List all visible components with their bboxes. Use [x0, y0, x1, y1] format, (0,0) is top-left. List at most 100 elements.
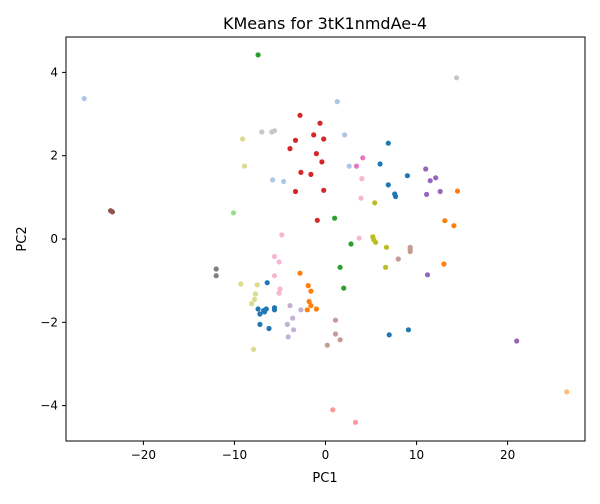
y-tick-label: −4 — [40, 399, 58, 413]
y-tick-label: 4 — [50, 65, 58, 79]
data-point — [337, 264, 343, 270]
data-point — [441, 261, 447, 267]
data-point — [321, 187, 327, 193]
data-point — [249, 301, 255, 307]
data-point — [213, 273, 219, 279]
data-point — [332, 215, 338, 221]
data-point — [319, 159, 325, 165]
data-point — [313, 151, 319, 157]
data-point — [285, 334, 291, 340]
y-tick-label: −2 — [40, 315, 58, 329]
x-tick-label: −20 — [131, 448, 156, 462]
data-point — [251, 296, 258, 302]
data-point — [271, 273, 278, 279]
data-point — [372, 200, 378, 206]
points-layer — [81, 52, 570, 425]
data-point — [276, 259, 282, 265]
data-point — [261, 309, 268, 315]
data-point — [230, 210, 237, 216]
data-point — [454, 188, 461, 194]
data-point — [356, 235, 362, 241]
data-point — [287, 303, 293, 309]
x-tick-label: 10 — [409, 448, 424, 462]
data-point — [287, 146, 293, 152]
data-point — [442, 218, 448, 224]
data-point — [238, 281, 244, 287]
data-point — [433, 175, 439, 181]
data-point — [334, 99, 340, 105]
data-point — [341, 285, 347, 291]
data-point — [297, 112, 303, 118]
data-point — [292, 188, 299, 195]
y-tick-label: 0 — [50, 232, 58, 246]
data-point — [332, 331, 339, 337]
data-point — [313, 306, 319, 312]
data-point — [454, 75, 460, 81]
data-point — [304, 307, 310, 313]
chart-title: KMeans for 3tK1nmdAe-4 — [223, 14, 427, 33]
x-axis-label: PC1 — [312, 471, 337, 486]
data-point — [405, 327, 411, 333]
data-point — [424, 272, 431, 278]
data-point — [332, 317, 339, 323]
data-point — [383, 244, 390, 250]
data-point — [251, 346, 257, 352]
data-point — [393, 193, 399, 200]
data-point — [308, 171, 314, 177]
data-point — [423, 166, 429, 172]
data-point — [317, 120, 323, 126]
data-point — [255, 306, 261, 312]
data-point — [352, 419, 359, 425]
data-point — [252, 291, 258, 297]
data-point — [383, 264, 389, 270]
data-point — [266, 325, 272, 332]
data-point — [213, 266, 219, 272]
data-point — [324, 342, 330, 348]
data-point — [437, 188, 443, 195]
data-point — [276, 290, 282, 296]
data-point — [270, 177, 276, 183]
data-point — [257, 321, 263, 327]
x-tick-label: 20 — [500, 448, 515, 462]
data-point — [305, 283, 311, 289]
data-point — [259, 129, 265, 135]
data-point — [386, 332, 392, 338]
data-point — [314, 217, 320, 223]
data-point — [407, 248, 413, 255]
data-point — [306, 298, 312, 305]
data-point — [373, 239, 379, 245]
data-point — [377, 161, 383, 167]
data-point — [385, 182, 391, 188]
data-point — [308, 288, 314, 294]
data-point — [385, 140, 391, 146]
y-axis: −4 −2 0 2 4 — [40, 65, 66, 413]
data-point — [353, 163, 360, 169]
data-point — [395, 256, 401, 262]
x-axis: −20 −10 0 10 20 — [131, 441, 515, 462]
data-point — [254, 282, 260, 288]
data-point — [451, 223, 457, 229]
data-point — [277, 286, 283, 292]
data-point — [271, 128, 278, 134]
data-point — [290, 315, 296, 321]
data-point — [81, 96, 87, 102]
data-point — [359, 176, 365, 182]
x-tick-label: −10 — [222, 448, 247, 462]
data-point — [109, 209, 115, 215]
data-point — [281, 178, 287, 185]
data-point — [279, 232, 285, 238]
data-point — [291, 327, 297, 333]
data-point — [311, 132, 317, 138]
data-point — [271, 253, 278, 260]
data-point — [348, 241, 354, 247]
data-point — [346, 163, 352, 169]
data-point — [358, 195, 364, 201]
data-point — [514, 338, 520, 344]
data-point — [308, 303, 314, 309]
data-point — [255, 52, 261, 58]
data-point — [427, 178, 433, 184]
data-point — [257, 311, 263, 317]
